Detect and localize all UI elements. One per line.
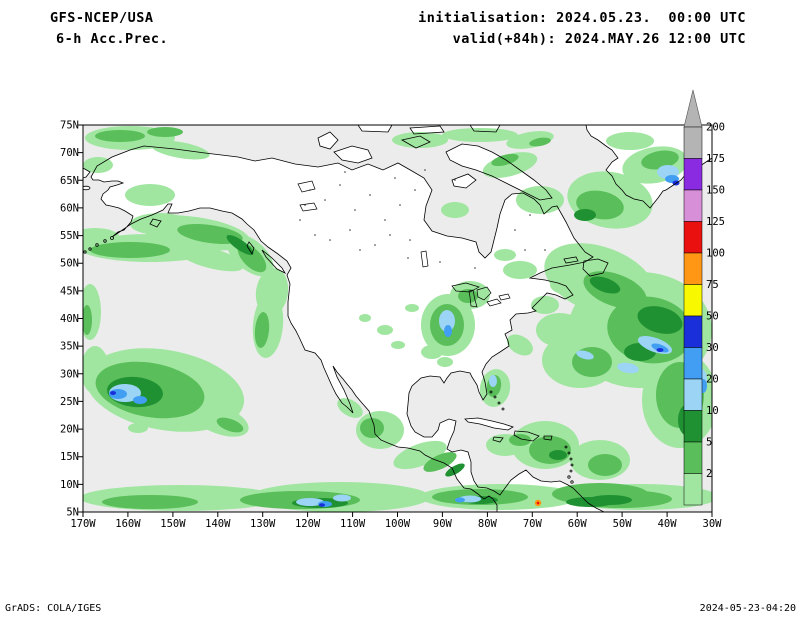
lat-tick-label: 25N bbox=[60, 396, 79, 408]
small-lakes-layer bbox=[299, 169, 546, 269]
colorbar-tick-label: 175 bbox=[706, 153, 725, 165]
colorbar-tick-label: 150 bbox=[706, 185, 725, 197]
lon-tick-label: 110W bbox=[340, 518, 366, 530]
colorbar-segment bbox=[683, 410, 703, 443]
colorbar-segment bbox=[683, 126, 703, 159]
lat-tick-label: 75N bbox=[60, 120, 79, 132]
init-time-label: initialisation: 2024.05.23. 00:00 UTC bbox=[418, 10, 746, 26]
colorbar-segment bbox=[683, 473, 703, 506]
colorbar-segment bbox=[683, 189, 703, 222]
lon-tick-label: 90W bbox=[433, 518, 453, 530]
valid-time-label: valid(+84h): 2024.MAY.26 12:00 UTC bbox=[453, 31, 746, 47]
colorbar-tick-label: 10 bbox=[706, 405, 719, 417]
colorbar-segment bbox=[683, 158, 703, 191]
precip-layer bbox=[83, 126, 712, 512]
lat-tick-label: 55N bbox=[60, 230, 79, 242]
colorbar-tick-label: 30 bbox=[706, 342, 719, 354]
colorbar: 200 175 150 125 100 75 50 30 20 10 5 2 bbox=[683, 89, 725, 506]
colorbar-segment bbox=[683, 441, 703, 474]
lat-tick-label: 60N bbox=[60, 202, 79, 214]
lon-tick-label: 80W bbox=[478, 518, 498, 530]
colorbar-segment bbox=[683, 221, 703, 254]
creation-timestamp: 2024-05-23-04:20 bbox=[700, 603, 796, 614]
lat-tick-label: 45N bbox=[60, 285, 79, 297]
lon-tick-label: 130W bbox=[250, 518, 276, 530]
colorbar-tick-label: 20 bbox=[706, 374, 719, 386]
colorbar-segment bbox=[683, 347, 703, 380]
colorbar-segments bbox=[683, 126, 703, 506]
lon-tick-label: 50W bbox=[613, 518, 633, 530]
lon-tick-label: 170W bbox=[70, 518, 96, 530]
lat-axis-labels: 75N 70N 65N 60N 55N 50N 45N 40N 35N 30N … bbox=[60, 120, 79, 519]
lat-tick-label: 30N bbox=[60, 368, 79, 380]
colorbar-tick-label: 5 bbox=[706, 437, 712, 449]
model-title: GFS-NCEP/USA bbox=[50, 10, 154, 26]
colorbar-segment bbox=[683, 252, 703, 285]
lon-tick-label: 160W bbox=[115, 518, 141, 530]
lat-tick-label: 15N bbox=[60, 451, 79, 463]
colorbar-segment bbox=[683, 315, 703, 348]
colorbar-tick-label: 50 bbox=[706, 311, 719, 323]
colorbar-tick-label: 75 bbox=[706, 279, 719, 291]
lat-tick-label: 70N bbox=[60, 147, 79, 159]
precip-extreme-spots bbox=[534, 499, 542, 507]
lon-tick-label: 140W bbox=[205, 518, 231, 530]
lon-tick-label: 40W bbox=[658, 518, 678, 530]
lat-tick-label: 5N bbox=[66, 507, 79, 519]
lat-tick-label: 20N bbox=[60, 424, 79, 436]
field-title: 6-h Acc.Prec. bbox=[56, 31, 168, 47]
colorbar-segment bbox=[683, 378, 703, 411]
lon-tick-label: 100W bbox=[385, 518, 411, 530]
colorbar-tick-label: 100 bbox=[706, 248, 725, 260]
lat-tick-label: 35N bbox=[60, 341, 79, 353]
lat-tick-label: 65N bbox=[60, 175, 79, 187]
lat-tick-label: 40N bbox=[60, 313, 79, 325]
lat-tick-label: 50N bbox=[60, 258, 79, 270]
lon-tick-label: 150W bbox=[160, 518, 186, 530]
colorbar-tick-label: 2 bbox=[706, 468, 712, 480]
colorbar-segment bbox=[683, 284, 703, 317]
grads-credit: GrADS: COLA/IGES bbox=[5, 603, 101, 614]
lon-tick-label: 70W bbox=[523, 518, 543, 530]
lon-axis-labels: 170W 160W 150W 140W 130W 120W 110W 100W … bbox=[70, 518, 722, 530]
colorbar-tick-label: 125 bbox=[706, 216, 725, 228]
lat-tick-label: 10N bbox=[60, 479, 79, 491]
lon-tick-label: 120W bbox=[295, 518, 321, 530]
colorbar-tick-label: 200 bbox=[706, 122, 725, 134]
colorbar-arrow-icon bbox=[683, 89, 703, 128]
lakes-layer bbox=[297, 180, 511, 308]
axis-ticks-bottom bbox=[82, 512, 713, 517]
lon-tick-label: 30W bbox=[703, 518, 723, 530]
colorbar-labels: 200 175 150 125 100 75 50 30 20 10 5 2 bbox=[706, 122, 725, 481]
axis-ticks-left bbox=[78, 124, 83, 513]
lon-tick-label: 60W bbox=[568, 518, 588, 530]
